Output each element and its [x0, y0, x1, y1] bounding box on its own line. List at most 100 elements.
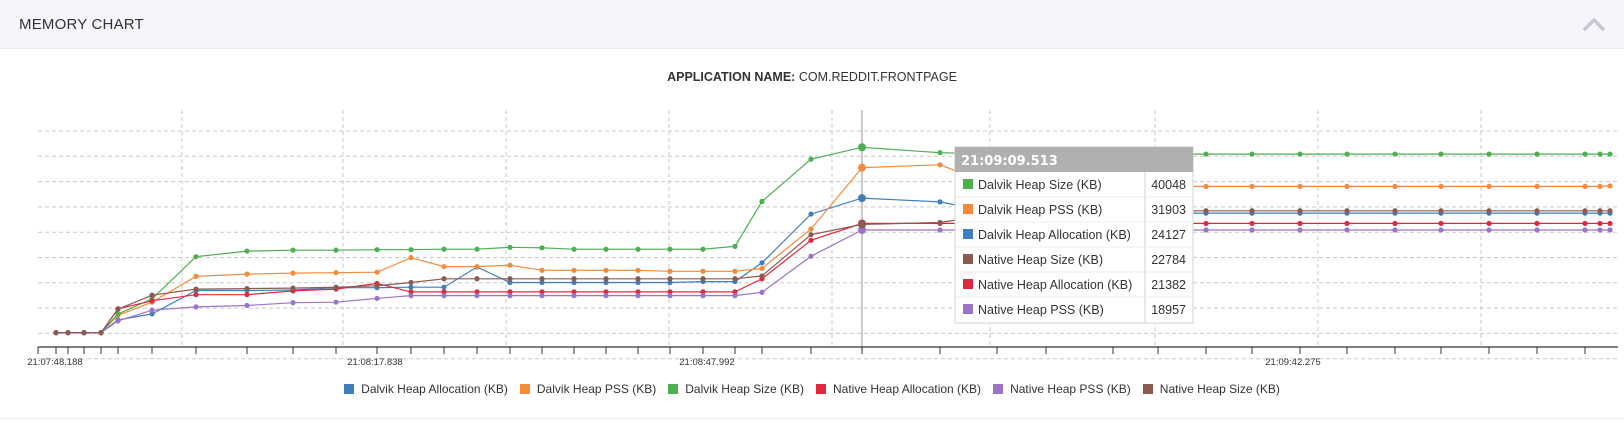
- data-point: [474, 246, 480, 252]
- data-point: [759, 273, 765, 279]
- data-point: [635, 267, 641, 273]
- data-point: [1486, 151, 1492, 157]
- data-point: [474, 264, 480, 270]
- series-line: [56, 222, 1610, 334]
- data-point: [700, 289, 706, 295]
- data-point: [244, 285, 250, 292]
- data-point: [539, 293, 545, 299]
- data-point: [1597, 151, 1603, 157]
- data-point: [474, 289, 480, 295]
- legend-item[interactable]: Native Heap Size (KB): [1142, 382, 1280, 396]
- data-point: [1043, 183, 1049, 190]
- data-point: [994, 151, 1000, 157]
- data-point: [539, 279, 545, 286]
- data-point: [603, 276, 609, 282]
- data-point: [408, 247, 414, 253]
- panel-header: MEMORY CHART: [0, 0, 1624, 49]
- data-point: [333, 299, 339, 305]
- data-point: [193, 254, 199, 260]
- legend-item[interactable]: Dalvik Heap PSS (KB): [519, 382, 657, 396]
- data-point: [1249, 183, 1255, 190]
- data-point: [374, 247, 380, 253]
- data-point: [441, 276, 447, 282]
- data-point: [635, 279, 641, 286]
- data-point: [374, 285, 380, 291]
- data-point: [808, 237, 814, 243]
- data-point: [333, 284, 339, 290]
- data-point: [53, 330, 59, 336]
- data-point: [539, 289, 545, 295]
- data-point: [408, 284, 414, 290]
- data-point: [732, 293, 738, 299]
- data-point: [571, 246, 577, 252]
- data-point: [1344, 210, 1350, 216]
- data-point: [667, 279, 673, 286]
- data-point: [1249, 208, 1255, 214]
- data-point: [732, 289, 738, 295]
- data-point: [98, 330, 104, 336]
- data-point: [115, 318, 121, 324]
- data-point: [1110, 220, 1116, 227]
- data-point: [858, 143, 866, 152]
- legend-item[interactable]: Dalvik Heap Allocation (KB): [344, 382, 508, 396]
- data-point: [937, 227, 943, 233]
- data-point: [149, 298, 155, 304]
- data-point: [808, 156, 814, 162]
- data-point: [408, 289, 414, 295]
- data-point: [1486, 210, 1492, 216]
- data-point: [441, 246, 447, 252]
- data-point: [65, 330, 71, 336]
- data-point: [1582, 220, 1588, 227]
- data-point: [1392, 208, 1398, 214]
- data-point: [1486, 220, 1492, 227]
- tooltip-swatch: [963, 179, 973, 189]
- data-point: [1203, 208, 1209, 214]
- data-point: [1344, 151, 1350, 157]
- data-point: [1043, 208, 1049, 214]
- legend-item[interactable]: Native Heap PSS (KB): [993, 382, 1131, 396]
- data-point: [1155, 220, 1161, 227]
- data-point: [1438, 183, 1444, 190]
- data-point: [1392, 227, 1398, 233]
- data-point: [700, 246, 706, 252]
- legend-item[interactable]: Dalvik Heap Size (KB): [668, 382, 804, 396]
- legend-item[interactable]: Native Heap Allocation (KB): [815, 382, 981, 396]
- data-point: [732, 278, 738, 285]
- data-point: [53, 330, 59, 336]
- data-point: [408, 293, 414, 299]
- data-point: [1249, 227, 1255, 233]
- x-tick-label: 21:08:17.838: [347, 357, 402, 368]
- data-point: [732, 243, 738, 250]
- data-point: [759, 198, 765, 205]
- data-point: [994, 227, 1000, 233]
- data-point: [1110, 151, 1116, 157]
- data-point: [65, 330, 71, 336]
- data-point: [193, 273, 199, 280]
- legend-label: Dalvik Heap PSS (KB): [536, 382, 657, 396]
- tooltip-swatch: [963, 304, 973, 314]
- data-point: [1203, 227, 1209, 233]
- data-point: [994, 210, 1000, 217]
- data-point: [635, 293, 641, 299]
- data-point: [441, 284, 447, 290]
- data-point: [1597, 227, 1603, 233]
- data-point: [937, 199, 943, 205]
- data-point: [858, 219, 866, 228]
- data-point: [635, 289, 641, 295]
- data-point: [1534, 208, 1540, 214]
- data-point: [1155, 227, 1161, 233]
- data-point: [571, 276, 577, 282]
- tooltip-series-value: 18957: [1151, 303, 1186, 317]
- data-point: [1043, 210, 1049, 216]
- legend-label: Native Heap PSS (KB): [1010, 382, 1131, 396]
- data-point: [1597, 183, 1603, 190]
- data-point: [1582, 227, 1588, 233]
- data-point: [374, 280, 380, 287]
- data-point: [290, 300, 296, 306]
- legend-label: Native Heap Size (KB): [1159, 382, 1280, 396]
- data-point: [937, 219, 943, 226]
- data-point: [115, 312, 121, 318]
- data-point: [1607, 227, 1613, 233]
- chevron-up-icon[interactable]: [1582, 14, 1606, 34]
